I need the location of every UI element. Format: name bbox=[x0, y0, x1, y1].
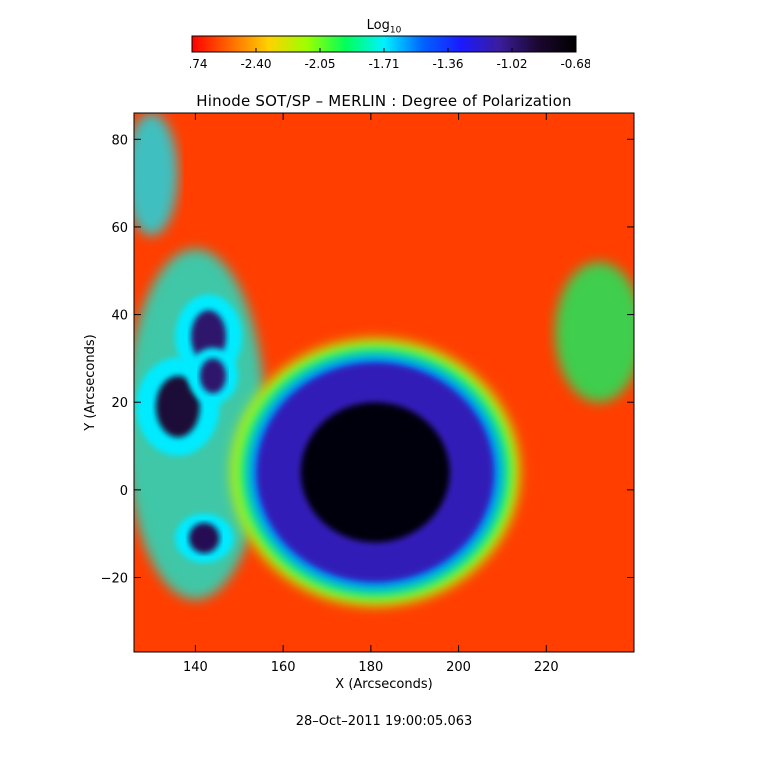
y-tick-label: 0 bbox=[120, 484, 128, 499]
x-tick-label: 220 bbox=[534, 660, 559, 675]
plot-title: Hinode SOT/SP – MERLIN : Degree of Polar… bbox=[196, 92, 572, 110]
colorbar-tick-label: -2.05 bbox=[304, 57, 335, 71]
colorbar-tick-label: -0.68 bbox=[560, 57, 590, 71]
colorbar-tick-label: -1.02 bbox=[496, 57, 527, 71]
x-tick-label: 180 bbox=[358, 660, 383, 675]
x-axis-label: X (Arcseconds) bbox=[335, 677, 432, 692]
y-tick-label: 20 bbox=[111, 396, 128, 411]
colorbar-label: Log10 bbox=[366, 18, 402, 36]
y-axis-label: Y (Arcseconds) bbox=[83, 334, 98, 431]
polarization-map bbox=[134, 113, 634, 652]
y-tick-label: −20 bbox=[101, 572, 128, 587]
timestamp: 28–Oct–2011 19:00:05.063 bbox=[295, 714, 473, 729]
sunspot-umbra bbox=[300, 402, 450, 543]
pore bbox=[188, 522, 220, 554]
colorbar-tick-label: -2.74 bbox=[190, 57, 208, 71]
colorbar-tick-label: -1.71 bbox=[368, 57, 399, 71]
pore bbox=[155, 375, 200, 438]
pore bbox=[199, 358, 227, 394]
axes: 140 160 180 200 220 −20 0 20 40 60 80 X (Arcseconds… bbox=[83, 113, 634, 692]
colorbar-tick-label: -1.36 bbox=[432, 57, 463, 71]
x-tick-label: 160 bbox=[271, 660, 296, 675]
plage bbox=[555, 262, 634, 403]
colorbar-tick-label: -2.40 bbox=[240, 57, 271, 71]
colorbar: -2.74 -2.40 -2.05 -1.71 -1.36 -1.02 -0.68 bbox=[190, 35, 590, 71]
y-tick-label: 40 bbox=[111, 309, 128, 324]
y-tick-label: 60 bbox=[111, 221, 128, 236]
plot-frame bbox=[133, 112, 635, 653]
plage bbox=[134, 113, 178, 236]
x-tick-label: 200 bbox=[446, 660, 471, 675]
y-tick-label: 80 bbox=[111, 133, 128, 148]
x-tick-label: 140 bbox=[183, 660, 208, 675]
